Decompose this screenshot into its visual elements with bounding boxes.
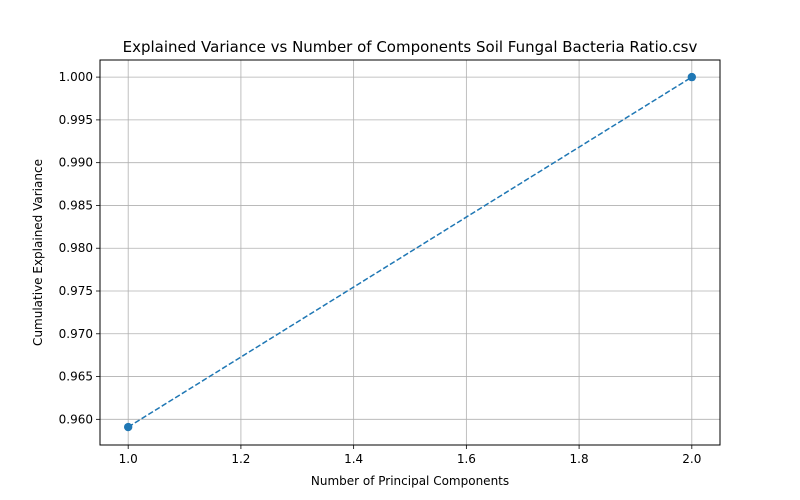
y-tick-label: 0.980: [59, 241, 93, 255]
x-tick-label: 1.6: [457, 452, 476, 466]
y-tick-label: 0.965: [59, 370, 93, 384]
y-tick-label: 0.985: [59, 198, 93, 212]
data-point: [687, 72, 697, 82]
chart-title: Explained Variance vs Number of Componen…: [123, 38, 698, 56]
plot-frame: [99, 59, 721, 446]
grid: [100, 60, 720, 445]
y-tick-label: 0.970: [59, 327, 93, 341]
y-tick-label: 1.000: [59, 70, 93, 84]
x-axis-label: Number of Principal Components: [311, 474, 509, 488]
y-tick-label: 0.975: [59, 284, 93, 298]
y-axis-label: Cumulative Explained Variance: [31, 159, 45, 346]
y-tick-label: 0.990: [59, 156, 93, 170]
y-tick-label: 0.995: [59, 113, 93, 127]
data-point: [123, 422, 133, 432]
x-tick-label: 1.0: [119, 452, 138, 466]
x-tick-label: 1.8: [570, 452, 589, 466]
y-tick-label: 0.960: [59, 412, 93, 426]
x-tick-label: 2.0: [682, 452, 701, 466]
series-layer: [123, 72, 697, 432]
x-tick-label: 1.4: [344, 452, 363, 466]
ticks: 1.0 1.2 1.4 1.6 1.8 2.0 0.960 0.965 0.970 0.975 0.…: [59, 70, 702, 466]
x-tick-label: 1.2: [231, 452, 250, 466]
